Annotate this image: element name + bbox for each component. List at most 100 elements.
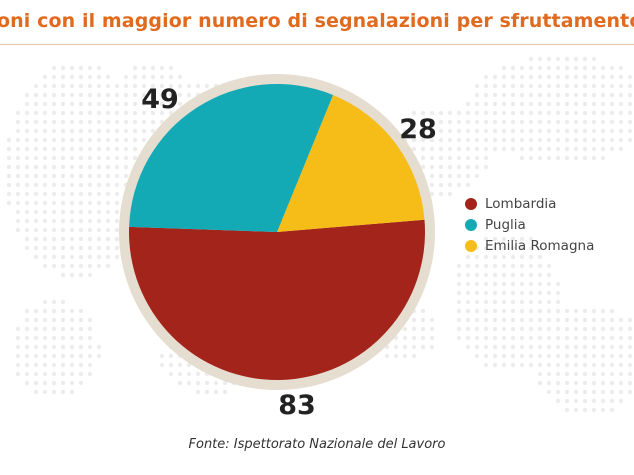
- map-dot: [114, 182, 120, 188]
- map-dot: [591, 335, 597, 341]
- map-dot: [105, 164, 111, 170]
- map-dot: [420, 110, 426, 116]
- map-dot: [60, 146, 66, 152]
- map-dot: [537, 128, 543, 134]
- map-dot: [96, 92, 102, 98]
- map-dot: [78, 245, 84, 251]
- map-dot: [510, 299, 516, 305]
- map-dot: [582, 389, 588, 395]
- map-dot: [105, 83, 111, 89]
- map-dot: [456, 335, 462, 341]
- map-dot: [492, 236, 498, 242]
- map-dot: [609, 65, 615, 71]
- map-dot: [222, 389, 228, 395]
- map-dot: [33, 200, 39, 206]
- map-dot: [42, 110, 48, 116]
- map-dot: [447, 137, 453, 143]
- map-dot: [168, 74, 174, 80]
- map-dot: [510, 101, 516, 107]
- map-dot: [78, 308, 84, 314]
- map-dot: [24, 119, 30, 125]
- map-dot: [168, 65, 174, 71]
- map-dot: [42, 218, 48, 224]
- map-dot: [42, 137, 48, 143]
- map-dot: [159, 74, 165, 80]
- map-dot: [123, 101, 129, 107]
- map-dot: [501, 146, 507, 152]
- map-dot: [411, 128, 417, 134]
- map-dot: [609, 74, 615, 80]
- map-dot: [465, 254, 471, 260]
- map-dot: [69, 155, 75, 161]
- map-dot: [420, 164, 426, 170]
- map-dot: [69, 173, 75, 179]
- map-dot: [69, 101, 75, 107]
- map-dot: [456, 281, 462, 287]
- map-dot: [564, 335, 570, 341]
- map-dot: [609, 317, 615, 323]
- map-dot: [600, 65, 606, 71]
- map-dot: [627, 389, 633, 395]
- map-dot: [618, 65, 624, 71]
- map-dot: [33, 155, 39, 161]
- map-dot: [15, 110, 21, 116]
- map-dot: [528, 317, 534, 323]
- map-dot: [591, 137, 597, 143]
- map-dot: [600, 155, 606, 161]
- map-dot: [78, 182, 84, 188]
- map-dot: [501, 110, 507, 116]
- map-dot: [60, 200, 66, 206]
- map-dot: [564, 128, 570, 134]
- map-dot: [96, 191, 102, 197]
- map-dot: [483, 74, 489, 80]
- map-dot: [528, 245, 534, 251]
- map-dot: [456, 308, 462, 314]
- map-dot: [600, 146, 606, 152]
- map-dot: [141, 92, 147, 98]
- map-dot: [591, 380, 597, 386]
- map-dot: [51, 137, 57, 143]
- map-dot: [78, 101, 84, 107]
- map-dot: [456, 128, 462, 134]
- map-dot: [474, 101, 480, 107]
- map-dot: [600, 335, 606, 341]
- map-dot: [60, 254, 66, 260]
- map-dot: [582, 65, 588, 71]
- map-dot: [591, 74, 597, 80]
- map-dot: [618, 353, 624, 359]
- legend-label-lombardia: Lombardia: [485, 195, 557, 212]
- map-dot: [483, 299, 489, 305]
- map-dot: [519, 254, 525, 260]
- map-dot: [618, 92, 624, 98]
- map-dot: [591, 398, 597, 404]
- map-dot: [6, 200, 12, 206]
- map-dot: [438, 110, 444, 116]
- map-dot: [573, 335, 579, 341]
- map-dot: [600, 128, 606, 134]
- map-dot: [96, 200, 102, 206]
- map-dot: [627, 317, 633, 323]
- map-dot: [474, 155, 480, 161]
- map-dot: [402, 326, 408, 332]
- title-divider: [0, 44, 634, 45]
- map-dot: [546, 353, 552, 359]
- map-dot: [87, 200, 93, 206]
- map-dot: [465, 146, 471, 152]
- map-dot: [537, 101, 543, 107]
- map-dot: [537, 263, 543, 269]
- map-dot: [33, 83, 39, 89]
- map-dot: [114, 110, 120, 116]
- map-dot: [564, 317, 570, 323]
- map-dot: [24, 227, 30, 233]
- map-dot: [519, 335, 525, 341]
- map-dot: [33, 101, 39, 107]
- map-dot: [528, 74, 534, 80]
- map-dot: [87, 137, 93, 143]
- map-dot: [600, 407, 606, 413]
- map-dot: [114, 254, 120, 260]
- map-dot: [114, 92, 120, 98]
- map-dot: [501, 74, 507, 80]
- map-dot: [33, 110, 39, 116]
- map-dot: [546, 74, 552, 80]
- map-dot: [78, 146, 84, 152]
